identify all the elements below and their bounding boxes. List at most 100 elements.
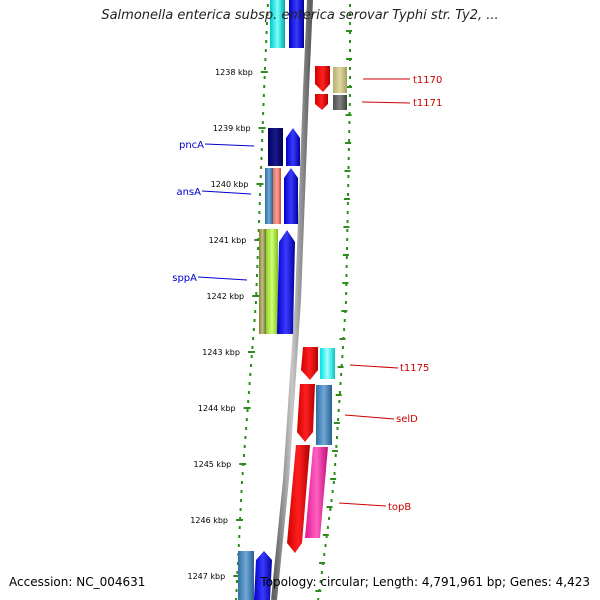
dotted-guide-left-dot — [258, 211, 261, 214]
dotted-guide-left-dot — [254, 301, 257, 304]
dotted-guide-right-dot — [345, 256, 348, 259]
dotted-guide-right-dot — [345, 292, 348, 295]
gene-ansA-partner — [284, 168, 298, 224]
gene-pncA — [268, 128, 283, 166]
right-tick-dash — [339, 338, 346, 340]
dotted-guide-left-dot — [238, 535, 241, 538]
dotted-guide-left-dot — [256, 256, 259, 259]
gene-label-t1170[interactable]: t1170 — [413, 75, 442, 86]
dotted-guide-right-dot — [349, 22, 351, 25]
right-tick-dash — [332, 450, 338, 452]
dotted-guide-right-dot — [349, 40, 351, 43]
axis-tick — [254, 239, 262, 241]
gene-top-cyan — [270, 0, 285, 48]
right-tick-dash — [343, 226, 350, 228]
right-tick-dash — [345, 142, 352, 144]
gene-t1175-red — [301, 347, 318, 380]
dotted-guide-right-dot — [347, 166, 350, 169]
gene-leader-line — [204, 143, 255, 147]
gene-label-t1171[interactable]: t1171 — [413, 98, 442, 109]
gene-leader-line — [201, 190, 252, 195]
dotted-guide-left-dot — [264, 67, 267, 70]
right-tick-dash — [341, 310, 348, 312]
dotted-guide-left-dot — [266, 22, 269, 25]
dotted-guide-left-dot — [258, 202, 261, 205]
dotted-guide-left-dot — [238, 526, 241, 529]
dotted-guide-left-dot — [240, 499, 243, 502]
dotted-guide-right-dot — [328, 517, 331, 520]
gene-label-ansA[interactable]: ansA — [176, 187, 201, 198]
dotted-guide-right-dot — [333, 472, 336, 475]
axis-tick — [233, 575, 241, 577]
accession-text: Accession: NC_004631 — [9, 575, 146, 589]
axis-tick-label: 1238 kbp — [215, 68, 253, 77]
map-title: Salmonella enterica subsp. enterica sero… — [101, 8, 499, 23]
dotted-guide-right-dot — [349, 76, 351, 79]
dotted-guide-left-dot — [241, 472, 244, 475]
gene-bottom-blue — [254, 551, 272, 600]
dotted-guide-left-dot — [247, 391, 250, 394]
axis-tick-label: 1241 kbp — [209, 236, 247, 245]
dotted-guide-right-dot — [346, 220, 349, 223]
dotted-guide-right-dot — [341, 346, 344, 349]
right-tick-dash — [335, 394, 342, 396]
gene-label-sppA[interactable]: sppA — [172, 273, 197, 284]
dotted-guide-right-dot — [331, 490, 334, 493]
dotted-guide-right-dot — [330, 499, 333, 502]
dotted-guide-left-dot — [254, 310, 257, 313]
dotted-guide-right-dot — [335, 445, 338, 448]
gene-bottom-steel — [238, 551, 254, 600]
dotted-guide-left-dot — [236, 580, 238, 583]
dotted-guide-right-dot — [346, 229, 349, 232]
dotted-guide-left-dot — [261, 121, 264, 124]
right-tick-dash — [343, 198, 350, 200]
dotted-guides — [235, 4, 352, 600]
right-tick-dash — [319, 562, 326, 564]
axis-tick-label: 1242 kbp — [206, 292, 244, 301]
dotted-guide-right-dot — [323, 553, 326, 556]
gene-label-topB[interactable]: topB — [388, 502, 411, 513]
dotted-guide-right-dot — [325, 535, 328, 538]
dotted-guide-right-dot — [326, 526, 329, 529]
dotted-guide-left-dot — [236, 562, 239, 565]
dotted-guide-right-dot — [343, 319, 346, 322]
dotted-guide-right-dot — [349, 31, 351, 34]
gene-label-group: t1170 t1171 pncA ansA sppA t1175 selD topB — [172, 75, 442, 513]
dotted-guide-left-dot — [263, 76, 266, 79]
dotted-guide-right-dot — [345, 265, 348, 268]
gene-selD-steel — [316, 385, 332, 445]
dotted-guide-right-dot — [349, 49, 351, 52]
dotted-guide-left-dot — [248, 382, 251, 385]
dotted-guide-left-dot — [260, 166, 263, 169]
gene-t1171-gray — [333, 95, 347, 110]
dotted-guide-left-dot — [257, 229, 260, 232]
dotted-guide-right-dot — [346, 211, 349, 214]
gene-label-pncA[interactable]: pncA — [179, 140, 204, 151]
dotted-guide-left-dot — [240, 481, 243, 484]
dotted-guide-right-dot — [339, 382, 342, 385]
gene-ansA — [265, 168, 281, 224]
axis-tick-label: 1246 kbp — [190, 516, 228, 525]
dotted-guide-left-dot — [259, 193, 262, 196]
gene-sppA-partner — [277, 230, 295, 334]
right-tick-dash — [337, 366, 344, 368]
dotted-guide-left-dot — [259, 175, 262, 178]
dotted-guide-left-dot — [245, 427, 248, 430]
gene-label-t1175[interactable]: t1175 — [400, 363, 429, 374]
gene-leader-line — [344, 414, 395, 420]
right-tick-dash — [342, 254, 349, 256]
dotted-guide-left-dot — [255, 283, 258, 286]
dotted-guide-right-dot — [347, 184, 350, 187]
gene-label-selD[interactable]: selD — [396, 414, 418, 425]
axis-tick — [260, 71, 268, 73]
right-tick-dash — [346, 86, 352, 88]
gene-t1170-red — [315, 66, 330, 92]
right-tick-dash — [345, 114, 352, 116]
dotted-guide-left-dot — [246, 409, 249, 412]
dotted-guide-right-dot — [346, 202, 349, 205]
dotted-guide-right-dot — [338, 391, 341, 394]
axis-tick — [256, 183, 264, 185]
dotted-guide-left-dot — [247, 400, 250, 403]
gene-leader-line — [338, 502, 387, 507]
axis-tick — [258, 127, 266, 129]
